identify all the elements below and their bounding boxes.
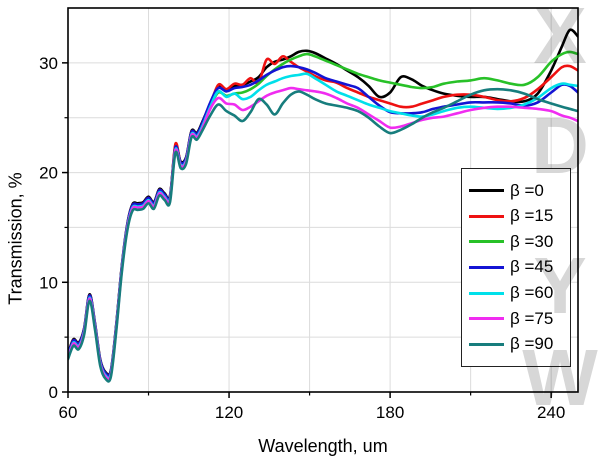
x-tick-label: 120 xyxy=(215,403,243,422)
y-axis-title: Transmission, % xyxy=(5,172,26,305)
y-tick-label: 0 xyxy=(49,383,58,402)
y-tick-label: 30 xyxy=(39,54,58,73)
plot-border xyxy=(67,7,579,393)
legend-line-sample xyxy=(469,214,504,218)
x-tick-label: 180 xyxy=(376,403,404,422)
series-curve xyxy=(68,87,578,383)
legend-label: β =30 xyxy=(510,231,554,251)
legend-item: β =30 xyxy=(462,231,570,253)
legend-line-sample xyxy=(469,291,504,295)
legend-item: β =90 xyxy=(462,333,570,355)
x-tick-label: 240 xyxy=(537,403,565,422)
legend-line-sample xyxy=(469,317,504,321)
legend-box: β =0 β =15 β =30 β =45 β =60 β =75 β =90 xyxy=(461,168,571,367)
x-axis-title: Wavelength, um xyxy=(258,436,388,456)
y-tick-label: 20 xyxy=(39,164,58,183)
legend-label: β =0 xyxy=(510,180,544,200)
legend-label: β =60 xyxy=(510,283,554,303)
legend-item: β =15 xyxy=(462,205,570,227)
legend-line-sample xyxy=(469,342,504,346)
legend-item: β =60 xyxy=(462,282,570,304)
legend-label: β =45 xyxy=(510,257,554,277)
x-tick-label: 60 xyxy=(59,403,78,422)
legend-item: β =45 xyxy=(462,256,570,278)
y-tick-label: 10 xyxy=(39,273,58,292)
legend-label: β =90 xyxy=(510,334,554,354)
legend-item: β =75 xyxy=(462,308,570,330)
legend-label: β =15 xyxy=(510,206,554,226)
legend-line-sample xyxy=(469,265,504,269)
legend-item: β =0 xyxy=(462,180,570,202)
legend-label: β =75 xyxy=(510,308,554,328)
legend-line-sample xyxy=(469,189,504,193)
legend-line-sample xyxy=(469,240,504,244)
